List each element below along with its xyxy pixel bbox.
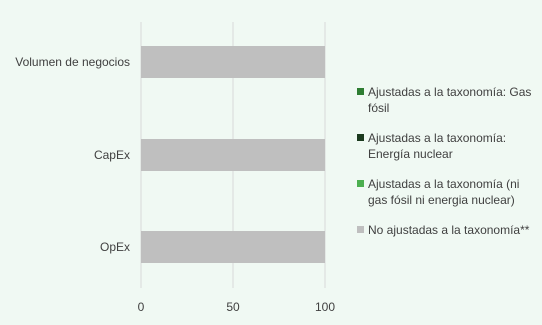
legend-label: No ajustadas a la taxonomía** [368, 223, 530, 237]
legend-swatch [357, 134, 364, 141]
x-tick-label: 50 [226, 300, 240, 314]
legend-item-otras-ajustadas: Ajustadas a la taxonomía (ni gas fósil n… [357, 176, 537, 208]
x-tick-label: 0 [138, 300, 145, 314]
bar-segment [141, 46, 325, 78]
bar-segment [141, 231, 325, 263]
chart-legend: Ajustadas a la taxonomía: Gas fósil Ajus… [357, 84, 537, 252]
legend-item-energia-nuclear: Ajustadas a la taxonomía: Energía nuclea… [357, 130, 537, 162]
legend-item-no-ajustadas: No ajustadas a la taxonomía** [357, 222, 537, 238]
legend-swatch [357, 180, 364, 187]
legend-swatch [357, 88, 364, 95]
legend-swatch [357, 226, 364, 233]
category-label: CapEx [94, 148, 130, 162]
category-label: Volumen de negocios [15, 55, 130, 69]
legend-label: Ajustadas a la taxonomía: Gas fósil [368, 85, 532, 115]
legend-item-gas-fosil: Ajustadas a la taxonomía: Gas fósil [357, 84, 537, 116]
category-label: OpEx [100, 240, 130, 254]
bar-segment [141, 139, 325, 171]
legend-label: Ajustadas a la taxonomía: Energía nuclea… [368, 131, 507, 161]
legend-label: Ajustadas a la taxonomía (ni gas fósil n… [368, 177, 520, 207]
x-tick-label: 100 [315, 300, 335, 314]
